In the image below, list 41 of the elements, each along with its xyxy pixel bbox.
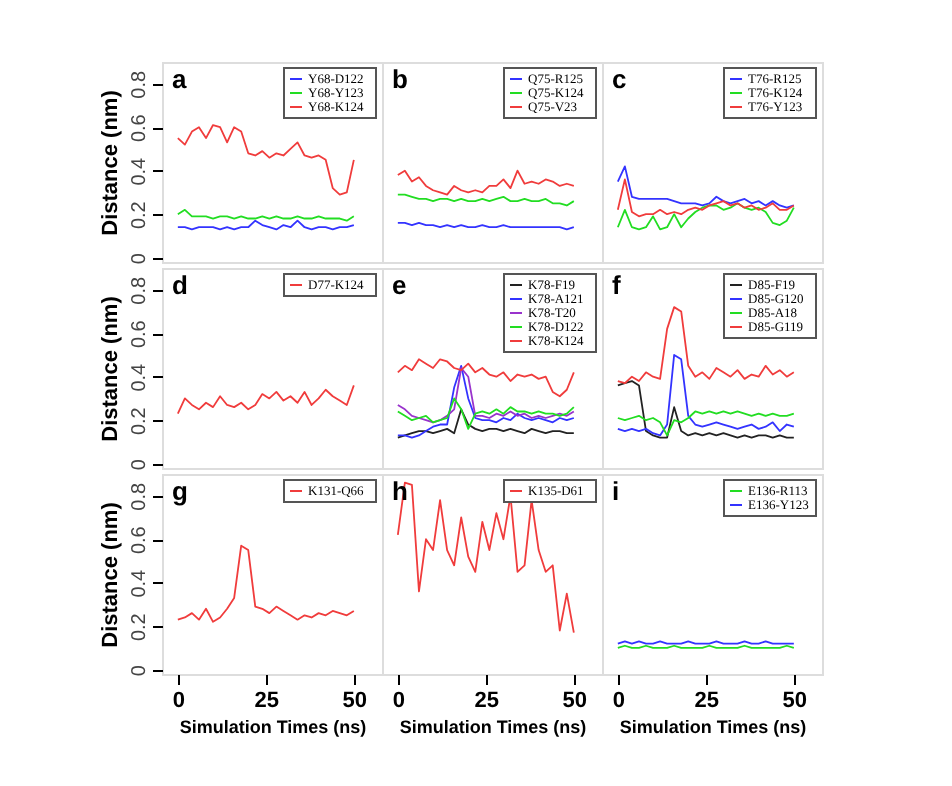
x-tick-label: 50 — [342, 689, 368, 713]
x-axis-title: Simulation Times (ns) — [179, 717, 367, 737]
x-tick-label: 50 — [562, 689, 588, 713]
annotation: i — [612, 476, 620, 506]
annotation: c — [612, 64, 627, 94]
x-tick-label: 0 — [392, 689, 405, 713]
line-series — [176, 124, 355, 196]
y-tick-label: 0.4 — [129, 362, 151, 392]
y-tick-label: 0.2 — [129, 406, 151, 436]
y-tick-label: 0.4 — [129, 156, 151, 186]
x-axis-title: Simulation Times (ns) — [619, 717, 807, 737]
x-tick-label: 25 — [474, 689, 500, 713]
y-tick-label: 0.8 — [129, 481, 151, 511]
y-tick-label: 0 — [129, 458, 151, 471]
x-tick-label: 0 — [612, 689, 625, 713]
y-axis-title: Distance (nm) — [99, 501, 123, 648]
y-tick-label: 0.6 — [129, 113, 151, 143]
y-tick-label: 0.6 — [129, 319, 151, 349]
y-tick-label: 0.2 — [129, 200, 151, 230]
x-tick-label: 50 — [782, 689, 808, 713]
annotation: e — [392, 270, 407, 300]
annotation: d — [172, 270, 188, 300]
annotation: a — [172, 64, 188, 94]
y-axis-title: Distance (nm) — [99, 89, 123, 236]
line-series — [176, 384, 355, 415]
y-tick-label: 0.8 — [129, 69, 151, 99]
annotation: b — [392, 64, 408, 94]
y-tick-label: 0.4 — [129, 568, 151, 598]
line-series — [176, 544, 355, 623]
x-axis-title: Simulation Times (ns) — [399, 717, 587, 737]
annotation: g — [172, 476, 188, 506]
x-tick-label: 25 — [254, 689, 280, 713]
y-tick-label: 0.2 — [129, 612, 151, 642]
x-tick-label: 25 — [694, 689, 720, 713]
annotation: f — [612, 270, 622, 300]
y-tick-label: 0 — [129, 664, 151, 677]
y-tick-label: 0.6 — [129, 525, 151, 555]
y-tick-label: 0 — [129, 252, 151, 265]
y-tick-label: 0.8 — [129, 275, 151, 305]
x-tick-label: 0 — [172, 689, 185, 713]
y-axis-title: Distance (nm) — [99, 295, 123, 442]
